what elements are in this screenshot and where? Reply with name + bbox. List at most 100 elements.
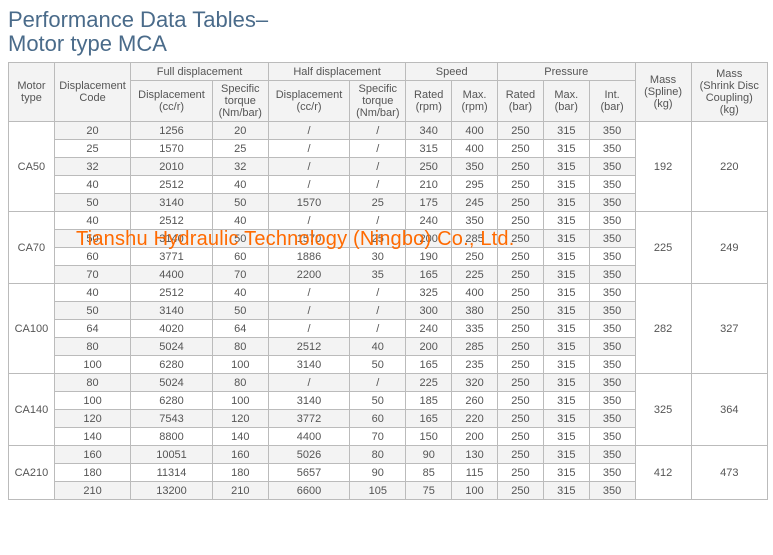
cell: 350 (589, 158, 635, 176)
cell: 100 (212, 356, 268, 374)
cell: 2200 (268, 266, 350, 284)
cell: 40 (54, 284, 130, 302)
cell: 315 (543, 482, 589, 500)
cell: 2512 (131, 284, 213, 302)
cell-motor-type: CA70 (9, 212, 55, 284)
cell-motor-type: CA50 (9, 122, 55, 212)
cell: 285 (452, 338, 498, 356)
cell: 13200 (131, 482, 213, 500)
cell: / (268, 212, 350, 230)
cell: / (350, 140, 406, 158)
cell: 11314 (131, 464, 213, 482)
cell: 250 (498, 464, 544, 482)
cell: / (268, 374, 350, 392)
cell: 315 (543, 248, 589, 266)
cell: 100 (212, 392, 268, 410)
cell: 7543 (131, 410, 213, 428)
cell: 90 (350, 464, 406, 482)
cell: / (350, 320, 406, 338)
cell: 2010 (131, 158, 213, 176)
cell: 70 (54, 266, 130, 284)
cell: 350 (589, 338, 635, 356)
cell: 240 (406, 212, 452, 230)
cell: 295 (452, 176, 498, 194)
cell: 32 (212, 158, 268, 176)
cell: 6280 (131, 392, 213, 410)
cell: 6600 (268, 482, 350, 500)
cell: 250 (498, 176, 544, 194)
cell: 245 (452, 194, 498, 212)
cell: 180 (54, 464, 130, 482)
cell: 50 (350, 356, 406, 374)
cell: 40 (212, 284, 268, 302)
cell: 75 (406, 482, 452, 500)
cell: 5026 (268, 446, 350, 464)
cell: 200 (406, 230, 452, 248)
hdr-half-disp-ccr: Displacement(cc/r) (268, 81, 350, 122)
cell: 165 (406, 410, 452, 428)
cell: 70 (350, 428, 406, 446)
cell: 250 (498, 284, 544, 302)
cell: 315 (543, 158, 589, 176)
cell: / (268, 176, 350, 194)
cell: 100 (452, 482, 498, 500)
cell: 3140 (131, 194, 213, 212)
cell: 120 (212, 410, 268, 428)
cell: 250 (452, 248, 498, 266)
cell: 400 (452, 140, 498, 158)
cell: 40 (350, 338, 406, 356)
cell: 1256 (131, 122, 213, 140)
cell: 80 (54, 374, 130, 392)
cell: 350 (589, 140, 635, 158)
cell: 315 (543, 356, 589, 374)
cell: 350 (589, 284, 635, 302)
cell: 160 (54, 446, 130, 464)
cell: 350 (589, 266, 635, 284)
cell: 250 (498, 194, 544, 212)
cell: 50 (212, 194, 268, 212)
cell: 20 (212, 122, 268, 140)
cell: 3140 (131, 230, 213, 248)
cell: 250 (498, 428, 544, 446)
cell: 32 (54, 158, 130, 176)
cell: 6280 (131, 356, 213, 374)
cell-mass-shrink: 220 (691, 122, 767, 212)
cell: 1886 (268, 248, 350, 266)
cell: / (350, 284, 406, 302)
cell: 80 (350, 446, 406, 464)
cell: 400 (452, 122, 498, 140)
hdr-mass-shrink: Mass(Shrink DiscCoupling)(kg) (691, 63, 767, 122)
cell: 315 (543, 320, 589, 338)
cell: 235 (452, 356, 498, 374)
cell-mass-spline: 225 (635, 212, 691, 284)
table-row: CA14080502480//225320250315350325364 (9, 374, 768, 392)
cell: 50 (54, 194, 130, 212)
cell: 80 (54, 338, 130, 356)
cell: 160 (212, 446, 268, 464)
cell: 140 (54, 428, 130, 446)
cell: 240 (406, 320, 452, 338)
cell-motor-type: CA140 (9, 374, 55, 446)
cell: 40 (54, 176, 130, 194)
cell: 60 (212, 248, 268, 266)
title-line-2: Motor type MCA (8, 31, 167, 56)
cell: 50 (54, 302, 130, 320)
cell: 220 (452, 410, 498, 428)
cell: 315 (543, 140, 589, 158)
cell: 80 (212, 338, 268, 356)
cell: 380 (452, 302, 498, 320)
cell: 40 (212, 176, 268, 194)
cell: 250 (498, 302, 544, 320)
cell: / (268, 302, 350, 320)
cell: / (268, 158, 350, 176)
cell: 350 (589, 464, 635, 482)
cell: 175 (406, 194, 452, 212)
cell: 3140 (131, 302, 213, 320)
cell: / (350, 122, 406, 140)
cell: 4400 (131, 266, 213, 284)
cell: 8800 (131, 428, 213, 446)
cell: 60 (54, 248, 130, 266)
cell: 70 (212, 266, 268, 284)
cell: 350 (589, 482, 635, 500)
cell-mass-spline: 325 (635, 374, 691, 446)
